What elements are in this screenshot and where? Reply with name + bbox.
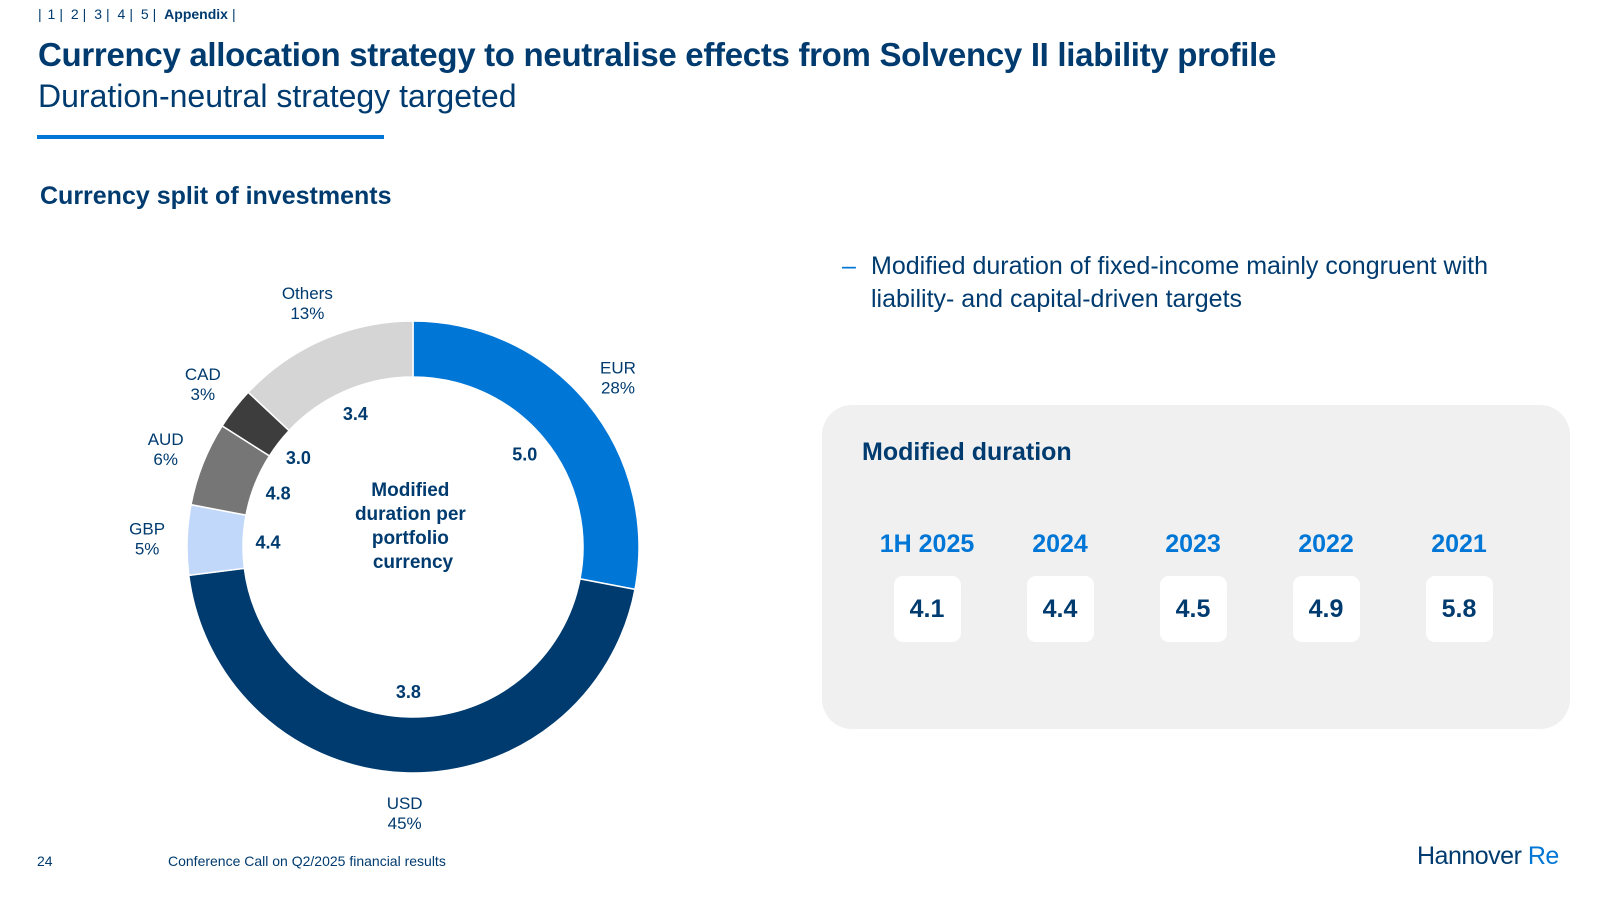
nav-item-2[interactable]: 2 (70, 6, 79, 22)
bullet-dash: – (842, 252, 856, 280)
slice-label-usd: USD 45% (387, 794, 423, 830)
currency-donut-chart: EUR 28% 5.0 USD 45% 3.8 GBP 5% 4.4 AUD 6% 4.8 CAD 3% 3… (129, 284, 640, 830)
footer-text: Conference Call on Q2/2025 financial res… (168, 853, 446, 869)
page-title: Currency allocation strategy to neutrali… (38, 36, 1277, 73)
page-number: 24 (37, 853, 53, 869)
page-subtitle: Duration-neutral strategy targeted (38, 78, 517, 114)
donut-segments (186, 320, 640, 774)
donut-center-label: Modified duration per portfolio currency (355, 480, 471, 573)
duration-label-aud: 4.8 (266, 484, 291, 504)
donut-slice-others (247, 320, 414, 432)
bullet-point: – Modified duration of fixed-income main… (842, 250, 1502, 316)
duration-value: 5.8 (1425, 576, 1493, 642)
duration-item: 2023 4.5 (1123, 530, 1263, 642)
donut-slice-gbp (186, 503, 247, 577)
slice-label-others: Others 13% (282, 284, 333, 323)
duration-item: 2024 4.4 (990, 530, 1130, 642)
logo-text-main: Hannover (1417, 842, 1522, 870)
duration-label-eur: 5.0 (512, 445, 537, 465)
duration-year: 2024 (1032, 530, 1088, 558)
duration-value: 4.1 (893, 576, 961, 642)
slice-label-eur: EUR 28% (600, 358, 636, 397)
duration-value: 4.4 (1026, 576, 1094, 642)
duration-label-gbp: 4.4 (256, 532, 281, 552)
duration-year: 2021 (1431, 530, 1487, 558)
chart-section-title: Currency split of investments (40, 182, 392, 210)
nav-item-4[interactable]: 4 (117, 6, 126, 22)
section-nav: | 1 | 2 | 3 | 4 | 5 | Appendix | (38, 6, 236, 22)
duration-value: 4.5 (1159, 576, 1227, 642)
panel-title: Modified duration (862, 438, 1072, 466)
duration-item: 1H 2025 4.1 (857, 530, 997, 642)
duration-label-cad: 3.0 (286, 448, 311, 468)
duration-label-usd: 3.8 (396, 682, 421, 702)
duration-value: 4.9 (1292, 576, 1360, 642)
title-underline (37, 135, 384, 139)
modified-duration-panel: Modified duration 1H 2025 4.1 2024 4.4 2… (822, 405, 1570, 729)
slice-label-gbp: GBP 5% (129, 520, 165, 559)
duration-item: 2021 5.8 (1389, 530, 1529, 642)
slice-label-aud: AUD 6% (148, 430, 184, 469)
slice-label-cad: CAD 3% (185, 365, 221, 404)
nav-item-1[interactable]: 1 (47, 6, 56, 22)
duration-year: 2022 (1298, 530, 1354, 558)
duration-year: 2023 (1165, 530, 1221, 558)
donut-slice-usd (187, 567, 636, 774)
donut-labels: EUR 28% 5.0 USD 45% 3.8 GBP 5% 4.4 AUD 6% 4.8 CAD 3% 3… (129, 284, 636, 830)
duration-year: 1H 2025 (879, 530, 975, 558)
bullet-text: Modified duration of fixed-income mainly… (871, 252, 1488, 313)
logo-text-accent: Re (1527, 842, 1559, 870)
nav-item-3[interactable]: 3 (94, 6, 102, 22)
hannover-re-logo: Hannover Re (1417, 842, 1559, 871)
nav-item-appendix[interactable]: Appendix (164, 6, 228, 22)
duration-label-others: 3.4 (343, 404, 368, 424)
duration-item: 2022 4.9 (1256, 530, 1396, 642)
nav-item-5[interactable]: 5 (140, 6, 149, 22)
